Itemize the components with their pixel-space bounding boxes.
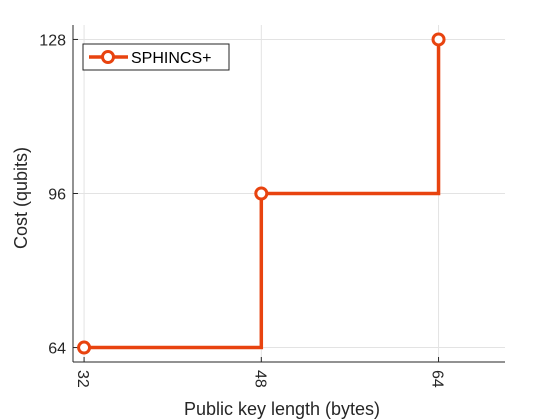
series-sphincs xyxy=(77,32,446,355)
legend-label: SPHINCS+ xyxy=(131,50,211,67)
data-point xyxy=(431,32,446,47)
data-point xyxy=(77,340,92,355)
legend: SPHINCS+ xyxy=(82,43,230,71)
x-tick-label: 64 xyxy=(429,370,446,388)
x-axis-label: Public key length (bytes) xyxy=(184,399,380,419)
legend-marker xyxy=(101,50,115,64)
y-ticks: 64 96 128 xyxy=(39,32,78,358)
x-ticks: 32 48 64 xyxy=(74,357,446,388)
y-tick-label: 64 xyxy=(48,341,66,358)
x-tick-label: 48 xyxy=(251,370,268,388)
y-axis-label: Cost (qubits) xyxy=(11,147,31,249)
y-tick-label: 128 xyxy=(39,32,66,49)
x-tick-label: 32 xyxy=(74,370,91,388)
data-point xyxy=(254,186,269,201)
y-tick-label: 96 xyxy=(48,187,66,204)
